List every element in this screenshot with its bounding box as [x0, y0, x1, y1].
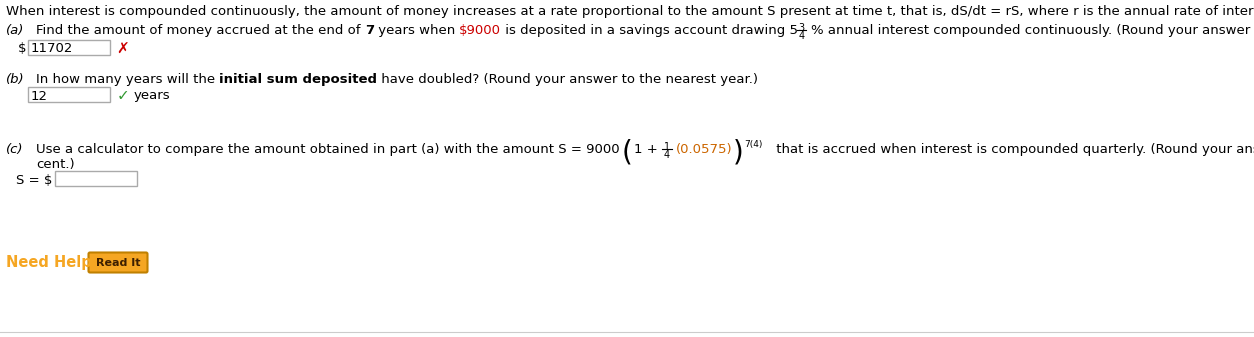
- Text: When interest is compounded continuously, the amount of money increases at a rat: When interest is compounded continuously…: [6, 5, 1254, 18]
- Text: (a): (a): [6, 24, 24, 37]
- Text: (b): (b): [6, 73, 25, 86]
- Text: 1 +: 1 +: [633, 143, 662, 156]
- Text: is deposited in a savings account drawing 5: is deposited in a savings account drawin…: [502, 24, 799, 37]
- Text: 7(4): 7(4): [745, 140, 762, 149]
- Text: years when: years when: [374, 24, 459, 37]
- Text: (c): (c): [6, 143, 24, 156]
- Bar: [28, 87, 110, 102]
- Text: Read It: Read It: [95, 257, 140, 268]
- Text: 11702: 11702: [31, 42, 74, 56]
- Text: years: years: [134, 90, 171, 102]
- Text: ): ): [734, 138, 744, 166]
- Text: that is accrued when interest is compounded quarterly. (Round your answer to the: that is accrued when interest is compoun…: [772, 143, 1254, 156]
- Bar: [28, 40, 110, 55]
- Text: $: $: [18, 42, 26, 56]
- Text: Use a calculator to compare the amount obtained in part (a) with the amount S = : Use a calculator to compare the amount o…: [36, 143, 619, 156]
- Text: Find the amount of money accrued at the end of: Find the amount of money accrued at the …: [36, 24, 365, 37]
- Text: 3: 3: [799, 23, 805, 33]
- Text: In how many years will the: In how many years will the: [36, 73, 219, 86]
- Text: ✓: ✓: [117, 89, 129, 103]
- Text: initial sum deposited: initial sum deposited: [219, 73, 377, 86]
- Text: 1: 1: [663, 142, 670, 152]
- Text: 4: 4: [799, 31, 805, 41]
- Text: cent.): cent.): [36, 158, 75, 171]
- FancyBboxPatch shape: [89, 252, 148, 273]
- Text: 4: 4: [663, 150, 670, 160]
- Text: $9000: $9000: [459, 24, 502, 37]
- Text: S = $: S = $: [16, 174, 53, 186]
- Text: (0.0575): (0.0575): [676, 143, 732, 156]
- Text: ✗: ✗: [117, 41, 129, 57]
- Text: have doubled? (Round your answer to the nearest year.): have doubled? (Round your answer to the …: [377, 73, 759, 86]
- Text: (: (: [622, 138, 632, 166]
- Text: 7: 7: [365, 24, 374, 37]
- Text: Need Help?: Need Help?: [6, 254, 100, 270]
- Text: 12: 12: [31, 90, 48, 102]
- Text: % annual interest compounded continuously. (Round your answer to the nearest cen: % annual interest compounded continuousl…: [811, 24, 1254, 37]
- Bar: [55, 171, 137, 186]
